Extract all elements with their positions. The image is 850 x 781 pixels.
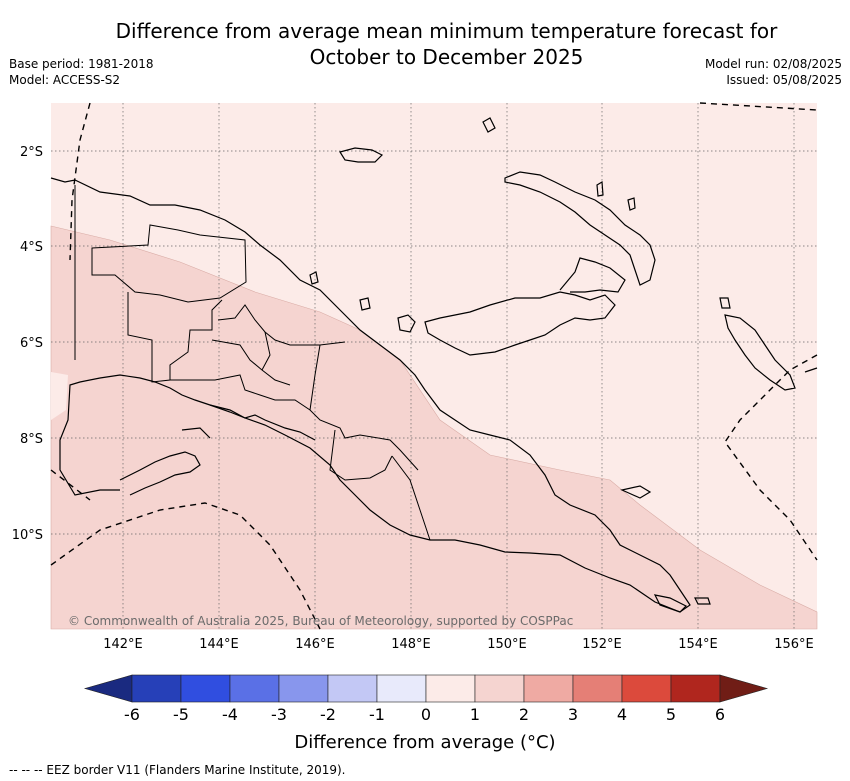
colorbar-segment bbox=[229, 674, 280, 703]
colorbar-tick-label: -1 bbox=[369, 705, 385, 724]
lon-label: 154°E bbox=[678, 637, 718, 652]
eez-footnote: -- -- -- EEZ border V11 (Flanders Marine… bbox=[9, 763, 346, 777]
colorbar-tick-label: -5 bbox=[173, 705, 189, 724]
colorbar-segment bbox=[376, 674, 427, 703]
model-name: Model: ACCESS-S2 bbox=[9, 73, 121, 87]
issued-date: Issued: 05/08/2025 bbox=[726, 73, 842, 87]
lon-label: 142°E bbox=[103, 637, 143, 652]
meta-left: Base period: 1981-2018 Model: ACCESS-S2 bbox=[9, 56, 154, 88]
colorbar-segment bbox=[523, 674, 574, 703]
colorbar-segment bbox=[131, 674, 182, 703]
colorbar-tick-label: 5 bbox=[666, 705, 676, 724]
colorbar-tick-label: 1 bbox=[470, 705, 480, 724]
chart-title: Difference from average mean minimum tem… bbox=[0, 18, 850, 70]
eez-border bbox=[50, 102, 818, 630]
colorbar-tick-label: -3 bbox=[271, 705, 287, 724]
title-line-2: October to December 2025 bbox=[309, 45, 584, 69]
colorbar-label: Difference from average (°C) bbox=[294, 732, 556, 753]
colorbar-tick-label: 2 bbox=[519, 705, 529, 724]
lat-tick-labels: 2°S 4°S 6°S 8°S 10°S bbox=[12, 145, 43, 543]
copyright-text: © Commonwealth of Australia 2025, Bureau… bbox=[68, 614, 573, 628]
colorbar-extend-min bbox=[83, 674, 133, 703]
base-period: Base period: 1981-2018 bbox=[9, 57, 154, 71]
colorbar-segment bbox=[327, 674, 378, 703]
lon-label: 146°E bbox=[295, 637, 335, 652]
colorbar bbox=[83, 674, 769, 703]
lon-label: 150°E bbox=[487, 637, 527, 652]
colorbar-tick-label: 6 bbox=[715, 705, 725, 724]
colorbar-segment bbox=[621, 674, 672, 703]
anomaly-region-1-to-2 bbox=[50, 225, 818, 630]
lon-label: 148°E bbox=[391, 637, 431, 652]
colorbar-segment bbox=[278, 674, 329, 703]
meta-right: Model run: 02/08/2025 Issued: 05/08/2025 bbox=[705, 56, 842, 88]
colorbar-segment bbox=[180, 674, 231, 703]
colorbar-tick-label: 3 bbox=[568, 705, 578, 724]
colorbar-tick-label: -4 bbox=[222, 705, 238, 724]
colorbar-segment bbox=[572, 674, 623, 703]
anomaly-region-edge bbox=[51, 372, 68, 420]
colorbar-tick-label: 0 bbox=[421, 705, 431, 724]
colorbar-extend-max bbox=[719, 674, 769, 703]
lat-label: 4°S bbox=[20, 240, 43, 255]
colorbar-tick-label: 4 bbox=[617, 705, 627, 724]
lon-label: 144°E bbox=[199, 637, 239, 652]
colorbar-tick-label: -2 bbox=[320, 705, 336, 724]
lon-label: 156°E bbox=[774, 637, 814, 652]
colorbar-segment bbox=[474, 674, 525, 703]
lat-label: 8°S bbox=[20, 432, 43, 447]
colorbar-segment bbox=[670, 674, 721, 703]
lat-label: 2°S bbox=[20, 145, 43, 160]
model-run: Model run: 02/08/2025 bbox=[704, 57, 842, 71]
lat-label: 10°S bbox=[12, 528, 43, 543]
lon-label: 152°E bbox=[582, 637, 622, 652]
lat-label: 6°S bbox=[20, 336, 43, 351]
province-borders bbox=[74, 185, 431, 541]
colorbar-segment bbox=[425, 674, 476, 703]
colorbar-tick-labels: -6 -5 -4 -3 -2 -1 0 1 2 3 4 5 6 bbox=[124, 705, 725, 724]
coastlines bbox=[50, 117, 818, 613]
title-line-1: Difference from average mean minimum tem… bbox=[115, 19, 778, 43]
colorbar-tick-label: -6 bbox=[124, 705, 140, 724]
lon-tick-labels: 142°E 144°E 146°E 148°E 150°E 152°E 154°… bbox=[103, 637, 814, 652]
